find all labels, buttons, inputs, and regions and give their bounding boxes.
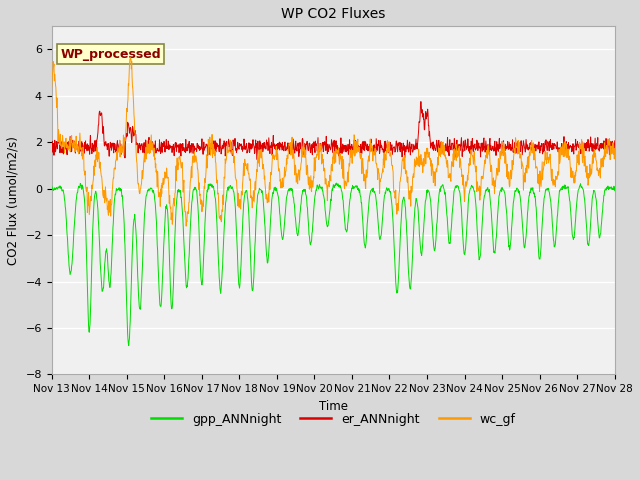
X-axis label: Time: Time: [319, 400, 348, 413]
Title: WP CO2 Fluxes: WP CO2 Fluxes: [281, 7, 385, 21]
Legend: gpp_ANNnight, er_ANNnight, wc_gf: gpp_ANNnight, er_ANNnight, wc_gf: [146, 408, 521, 431]
Text: WP_processed: WP_processed: [60, 48, 161, 60]
Y-axis label: CO2 Flux (umol/m2/s): CO2 Flux (umol/m2/s): [7, 136, 20, 265]
